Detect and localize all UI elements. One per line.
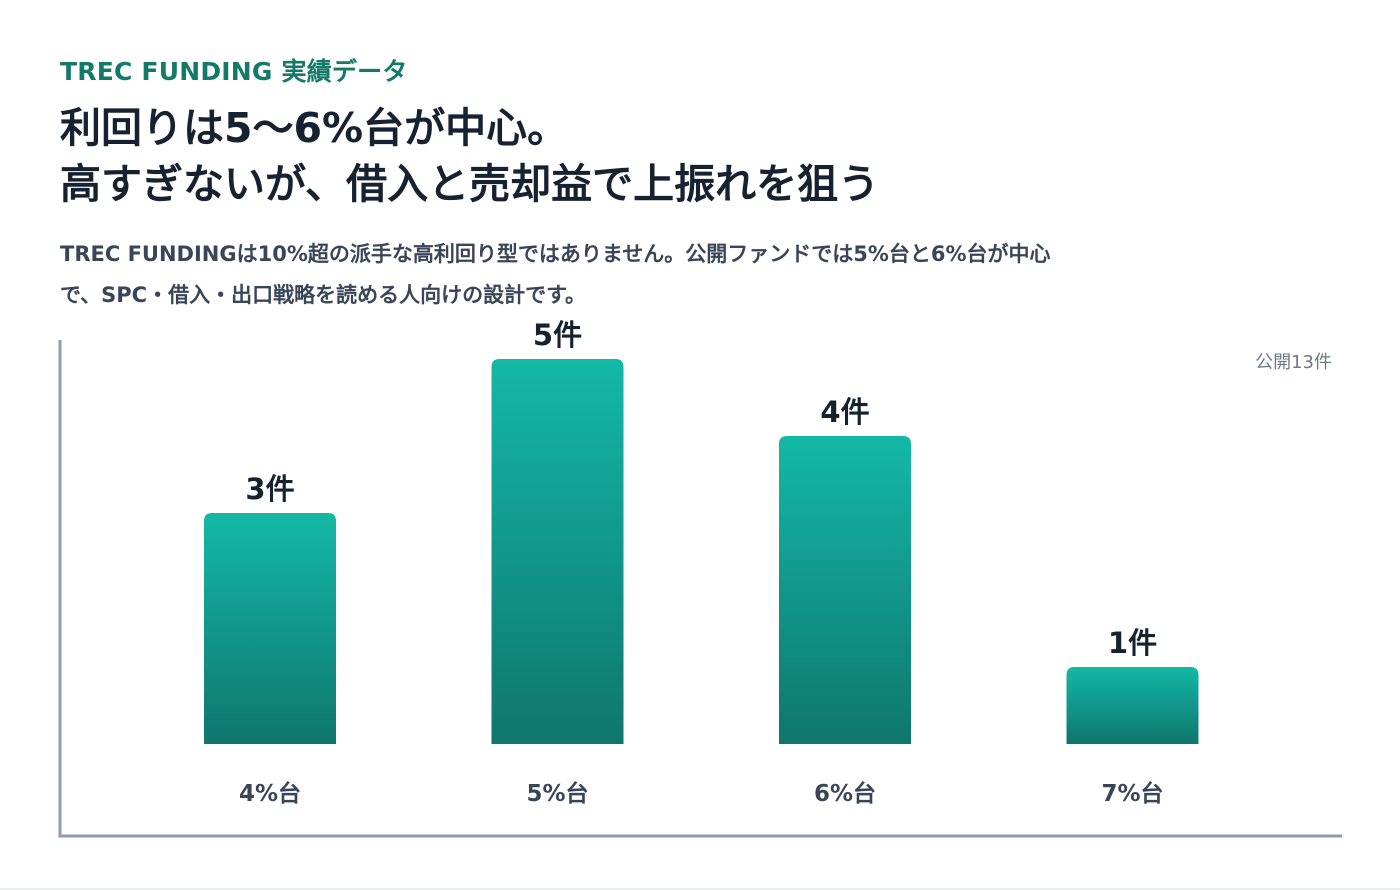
bars-layer: 3件 4%台 5件 5%台 4件 6%台 1件 7%台 bbox=[204, 318, 1199, 807]
total-count-note: 公開13件 bbox=[1255, 352, 1332, 373]
x-tick-label-1: 4%台 bbox=[239, 780, 301, 807]
headline-line-1: 利回りは5〜6%台が中心。 bbox=[60, 104, 569, 152]
bar-value-label-1: 3件 bbox=[245, 472, 294, 506]
lead-line-1: TREC FUNDINGは10%超の派手な高利回り型ではありません。公開ファンド… bbox=[60, 242, 1051, 266]
bottom-divider bbox=[0, 888, 1400, 890]
bar-3 bbox=[779, 436, 911, 744]
bar-1 bbox=[204, 513, 336, 744]
chart-axes bbox=[58, 340, 1342, 838]
bar-value-label-4: 1件 bbox=[1108, 626, 1157, 660]
lead-line-2: で、SPC・借入・出口戦略を読める人向けの設計です。 bbox=[60, 283, 586, 307]
lead-paragraph: TREC FUNDINGは10%超の派手な高利回り型ではありません。公開ファンド… bbox=[60, 234, 1320, 316]
x-tick-label-2: 5%台 bbox=[526, 780, 588, 807]
headline-line-2: 高すぎないが、借入と売却益で上振れを狙う bbox=[60, 160, 880, 208]
x-tick-label-3: 6%台 bbox=[814, 780, 876, 807]
bar-value-label-2: 5件 bbox=[533, 318, 582, 352]
x-tick-label-4: 7%台 bbox=[1101, 780, 1163, 807]
eyebrow-label: TREC FUNDING 実績データ bbox=[60, 57, 408, 86]
page-title: 利回りは5〜6%台が中心。 高すぎないが、借入と売却益で上振れを狙う bbox=[60, 100, 1340, 212]
bar-value-label-3: 4件 bbox=[820, 395, 869, 429]
bar-4 bbox=[1066, 667, 1199, 744]
bar-2 bbox=[491, 359, 624, 744]
